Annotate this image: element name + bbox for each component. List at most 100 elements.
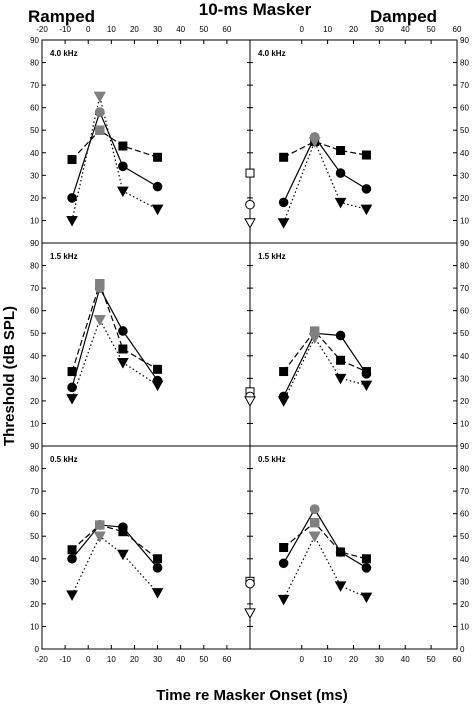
marker-circle [67,193,77,203]
y-tick-label: 60 [460,510,469,519]
marker-triangle-down [277,594,290,606]
marker-circle [118,522,128,533]
y-tick-label: 90 [30,239,39,248]
marker-square [336,146,346,156]
series-line [283,330,367,373]
y-tick-label: 0 [460,645,465,654]
marker-triangle-down [151,588,164,599]
y-tick-label: 10 [30,419,39,428]
marker-triangle-down [93,315,106,326]
x-tick-label: -20 [36,655,48,664]
x-tick-label: 50 [199,655,208,664]
marker-triangle-down [244,608,256,619]
y-tick-label: 70 [460,284,469,293]
marker-square [279,543,289,552]
marker-circle [152,181,163,192]
x-tick-label: 60 [222,655,231,664]
series-line [71,535,159,596]
marker-triangle-down [151,204,164,216]
x-tick-label: -10 [59,655,71,664]
marker-circle [118,326,128,336]
marker-circle [94,107,105,117]
marker-circle [278,558,289,569]
marker-triangle-down [66,215,78,227]
marker-square [361,150,371,160]
series-line [283,139,367,223]
x-tick-label: -10 [59,25,71,34]
x-tick-label: 50 [427,655,436,664]
plot-area: -20 -20 -10 -10 0 0 10 10 20 20 30 30 40 40 50 50 60 60 0 0… [30,25,469,664]
y-tick-label: 0 [35,645,40,654]
series-line [283,140,367,158]
series-line [283,332,367,397]
y-tick-label: 30 [30,577,39,586]
x-tick-label: 60 [222,25,231,34]
marker-square [95,125,105,135]
x-tick-label: -20 [36,25,48,34]
marker-circle [67,553,77,564]
series-line [283,534,367,600]
x-tick-label: 30 [153,25,162,34]
y-tick-label: 90 [30,36,39,45]
y-tick-label: 30 [460,577,469,586]
y-tick-label: 10 [30,216,39,225]
x-tick-label: 40 [176,655,185,664]
y-tick-label: 20 [460,397,469,406]
y-tick-label: 60 [30,104,39,113]
x-tick-label: 20 [130,655,139,664]
marker-circle [361,184,372,194]
y-tick-label: 50 [460,532,469,541]
x-tick-label: 0 [86,655,91,664]
y-tick-label: 20 [30,397,39,406]
marker-triangle-down [66,394,78,405]
marker-triangle-down [334,373,347,385]
y-tick-label: 40 [460,352,469,361]
y-tick-label: 20 [460,194,469,203]
x-tick-label: 40 [176,25,185,34]
marker-triangle-down [277,218,290,229]
marker-triangle-down [360,380,373,392]
marker-square [67,367,77,377]
y-tick-label: 80 [460,59,469,68]
panel-label: 1.5 kHz [258,252,286,261]
marker-square [67,545,77,555]
marker-triangle-down [117,186,129,198]
y-tick-label: 40 [30,149,39,158]
x-tick-label: 30 [375,25,384,34]
marker-square [67,155,77,165]
y-tick-label: 40 [460,149,469,158]
y-tick-label: 50 [30,126,39,135]
marker-square [310,518,320,528]
x-tick-label: 0 [86,25,91,34]
y-tick-label: 70 [30,81,39,90]
x-tick-label: 10 [107,25,116,34]
y-tick-label: 30 [30,374,39,383]
y-tick-label: 60 [30,510,39,519]
y-tick-label: 40 [30,555,39,564]
marker-square [279,367,289,377]
marker-triangle-down [277,396,290,407]
y-tick-label: 70 [460,487,469,496]
y-tick-label: 50 [30,329,39,338]
series-line [71,286,159,388]
x-tick-label: 20 [349,655,358,664]
x-tick-label: 40 [401,25,410,34]
marker-square [153,554,163,564]
y-tick-label: 60 [460,104,469,113]
x-tick-label: 0 [300,655,305,664]
marker-triangle-down [93,531,106,543]
marker-square [118,141,128,151]
y-tick-label: 80 [460,465,469,474]
marker-triangle-down [308,333,321,344]
marker-square [245,168,255,178]
x-tick-label: 50 [199,25,208,34]
y-tick-label: 30 [30,171,39,180]
marker-circle [118,161,128,172]
marker-triangle-down [308,531,321,543]
marker-circle [361,563,372,573]
marker-circle [278,197,289,208]
x-tick-label: 10 [323,25,332,34]
y-tick-label: 90 [460,36,469,45]
x-axis-label: Time re Masker Onset (ms) [156,687,347,704]
